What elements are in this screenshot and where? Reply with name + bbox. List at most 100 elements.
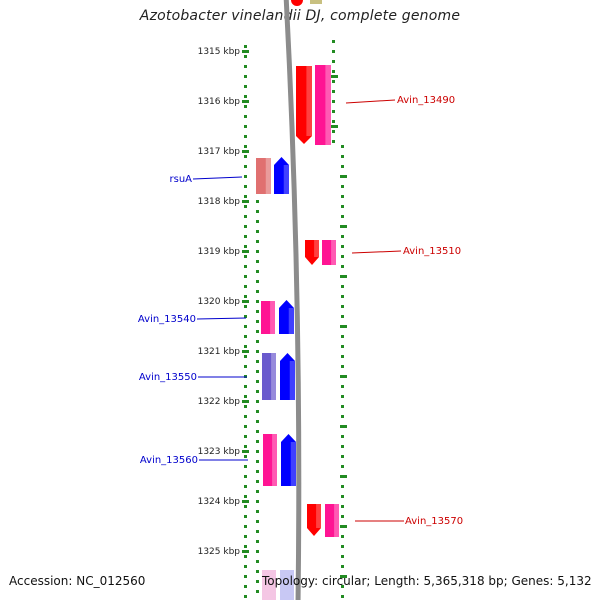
left-ruler-dot <box>244 135 247 138</box>
left-ruler <box>244 45 247 598</box>
gene-avin-13550-cds-body <box>280 353 295 400</box>
left-ruler-dot <box>244 575 247 578</box>
inner-left-ruler-dot <box>256 510 259 513</box>
inner-left-ruler-dot <box>256 550 259 553</box>
right-ruler-dot <box>341 595 344 598</box>
inner-left-ruler-dot <box>256 500 259 503</box>
gene-label: Avin_13570 <box>405 516 463 527</box>
left-ruler-dot <box>244 365 247 368</box>
tick-mark <box>242 250 249 253</box>
tick-label: 1315 kbp <box>198 47 241 57</box>
inner-left-ruler <box>256 160 259 593</box>
left-ruler-dot <box>244 285 247 288</box>
left-ruler-dot <box>244 55 247 58</box>
right-ruler-dot <box>341 465 344 468</box>
tick-mark <box>242 350 249 353</box>
left-ruler-dot <box>244 495 247 498</box>
left-ruler-dot <box>244 165 247 168</box>
tick-mark <box>242 550 249 553</box>
right-ruler-top-dot <box>332 140 335 143</box>
gene-label: Avin_13490 <box>397 95 455 106</box>
right-ruler-dot <box>341 215 344 218</box>
left-ruler-dot <box>244 435 247 438</box>
right-ruler-top-dot <box>332 100 335 103</box>
tick-label: 1317 kbp <box>198 147 241 157</box>
tick-mark <box>242 400 249 403</box>
left-ruler-dot <box>244 75 247 78</box>
inner-left-ruler-dot <box>256 390 259 393</box>
right-ruler-dot <box>341 355 344 358</box>
gene-fragment-bottom <box>262 570 276 600</box>
gene-avin-13570-cds-shade <box>316 504 321 528</box>
gene-avin-13560-cds-shade <box>290 442 296 486</box>
left-ruler-dot <box>244 65 247 68</box>
inner-left-ruler-dot <box>256 350 259 353</box>
left-ruler-dot <box>244 475 247 478</box>
gene-label: rsuA <box>170 174 193 185</box>
gene-avin-13540-feature <box>261 301 275 334</box>
inner-left-ruler-dot <box>256 290 259 293</box>
left-ruler-dot <box>244 295 247 298</box>
left-ruler-dot <box>244 355 247 358</box>
tick-mark <box>242 200 249 203</box>
right-ruler-dot <box>341 185 344 188</box>
gene-label: Avin_13560 <box>140 455 198 466</box>
tick-mark <box>242 500 249 503</box>
gene-rsua-cds-body <box>274 157 289 194</box>
inner-left-ruler-dot <box>256 410 259 413</box>
left-ruler-dot <box>244 535 247 538</box>
inner-left-ruler-dot <box>256 400 259 403</box>
gene-avin-13570-feature <box>325 504 339 537</box>
left-ruler-dot <box>244 425 247 428</box>
tick-mark <box>340 375 347 378</box>
gene-rsua-feature-body <box>256 158 271 194</box>
gene-leader-line <box>196 317 247 320</box>
left-ruler-dot <box>244 385 247 388</box>
gene-avin-13510-feature-body <box>322 240 336 265</box>
right-ruler-dot <box>341 165 344 168</box>
inner-left-ruler-dot <box>256 430 259 433</box>
gene-fragment-top <box>310 0 322 4</box>
gene-avin-13510-feature <box>322 240 336 265</box>
right-ruler-top-dot <box>332 120 335 123</box>
gene-rsua-cds-shade <box>283 165 289 194</box>
left-ruler-dot <box>244 505 247 508</box>
inner-left-ruler-dot <box>256 380 259 383</box>
right-ruler-dot <box>341 415 344 418</box>
gene-avin-13550-feature-body <box>262 353 276 400</box>
gene-avin-13550-cds-shade <box>289 361 295 400</box>
right-ruler-dot <box>341 285 344 288</box>
gene-avin-13560-cds <box>281 434 296 486</box>
tick-mark <box>331 125 338 128</box>
gene-rsua-feature <box>256 158 271 194</box>
gene-avin-13540-cds-body <box>279 300 294 334</box>
gene-avin-13540-feature-body <box>261 301 275 334</box>
left-ruler-dot <box>244 485 247 488</box>
right-ruler-dot <box>341 315 344 318</box>
right-ruler-dot <box>341 335 344 338</box>
tick-mark <box>340 175 347 178</box>
right-ruler-dot <box>341 445 344 448</box>
inner-left-ruler-dot <box>256 330 259 333</box>
tick-label: 1318 kbp <box>198 197 241 207</box>
chromosome-backbone <box>283 0 302 600</box>
left-ruler-dot <box>244 215 247 218</box>
gene-avin-13560-feature <box>263 434 277 486</box>
right-ruler-dot <box>341 505 344 508</box>
left-ruler-dot <box>244 185 247 188</box>
inner-left-ruler-dot <box>256 300 259 303</box>
inner-left-ruler-dot <box>256 220 259 223</box>
inner-left-ruler-dot <box>256 310 259 313</box>
gene-avin-13490-feature-body <box>315 65 331 145</box>
gene-avin-13550-cds <box>280 353 295 400</box>
map-title: Azotobacter vinelandii DJ, complete geno… <box>139 8 461 24</box>
left-ruler-dot <box>244 395 247 398</box>
tick-label: 1324 kbp <box>198 497 241 507</box>
inner-left-ruler-dot <box>256 280 259 283</box>
inner-left-ruler-dot <box>256 270 259 273</box>
tick-label: 1322 kbp <box>198 397 241 407</box>
left-ruler-dot <box>244 445 247 448</box>
right-ruler-dot <box>341 485 344 488</box>
right-ruler-dot <box>341 205 344 208</box>
